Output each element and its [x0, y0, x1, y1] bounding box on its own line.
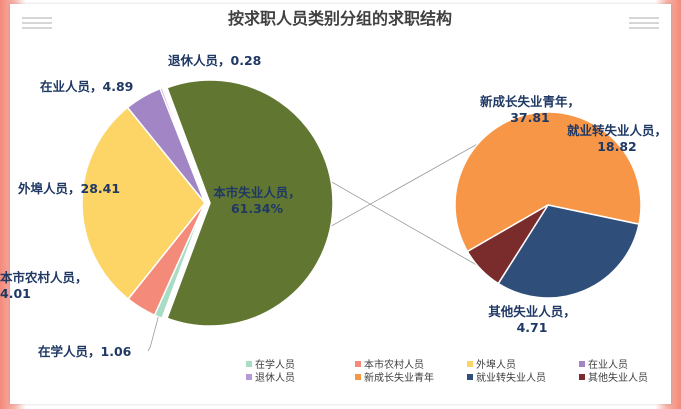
legend-label-在业人员: 在业人员	[588, 359, 628, 371]
legend-label-就业转失业人员: 就业转失业人员	[476, 371, 546, 384]
legend-swatch-就业转失业人员	[467, 374, 473, 380]
data-label-在学人员: 在学人员，1.06	[38, 344, 132, 359]
legend-label-新成长失业青年: 新成长失业青年	[364, 371, 434, 384]
legend-swatch-在业人员	[579, 361, 585, 367]
legend-label-外埠人员: 外埠人员	[476, 358, 516, 371]
data-label-外埠人员: 外埠人员，28.41	[17, 181, 120, 196]
legend-label-本市农村人员: 本市农村人员	[364, 358, 424, 371]
legend-swatch-其他失业人员	[579, 374, 585, 380]
right-menu-icon	[629, 17, 659, 29]
legend-swatch-新成长失业青年	[355, 374, 361, 380]
legend-swatch-外埠人员	[467, 361, 473, 367]
leader-line-在学人员	[147, 316, 159, 352]
legend-swatch-在学人员	[246, 361, 252, 367]
data-label-在业人员: 在业人员，4.89	[40, 79, 133, 94]
chart-title: 按求职人员类别分组的求职结构	[228, 9, 452, 28]
data-label-本市农村人员: 本市农村人员， 4.01	[0, 270, 88, 301]
data-label-新成长失业青年: 新成长失业青年， 37.81	[480, 94, 580, 125]
pie-slice-本市失业人员	[166, 79, 334, 327]
legend-label-其他失业人员: 其他失业人员	[588, 371, 648, 384]
secondary-slice-其他失业人员	[466, 204, 549, 285]
pie-slice-外埠人员	[81, 106, 206, 301]
leader-lines	[147, 316, 159, 352]
main-pie	[81, 79, 334, 327]
legend-swatch-本市农村人员	[355, 361, 361, 367]
left-menu-icon	[22, 17, 52, 29]
legend-swatch-退休人员	[246, 374, 252, 380]
secondary-pie	[454, 111, 642, 299]
legend-label-在学人员: 在学人员	[255, 358, 295, 371]
data-label-退休人员: 退休人员，0.28	[168, 53, 261, 68]
secondary-slice-新成长失业青年	[454, 111, 642, 253]
data-label-就业转失业人员: 就业转失业人员， 18.82	[567, 123, 667, 154]
legend-label-退休人员: 退休人员	[255, 372, 295, 384]
data-label-本市失业人员: 本市失业人员， 61.34%	[213, 185, 301, 216]
data-label-其他失业人员: 其他失业人员， 4.71	[488, 304, 576, 335]
data-labels: 在学人员，1.06 本市农村人员， 4.01 外埠人员，28.41 在业人员，4.89 退…	[0, 53, 667, 359]
pie-slice-退休人员	[159, 86, 206, 204]
